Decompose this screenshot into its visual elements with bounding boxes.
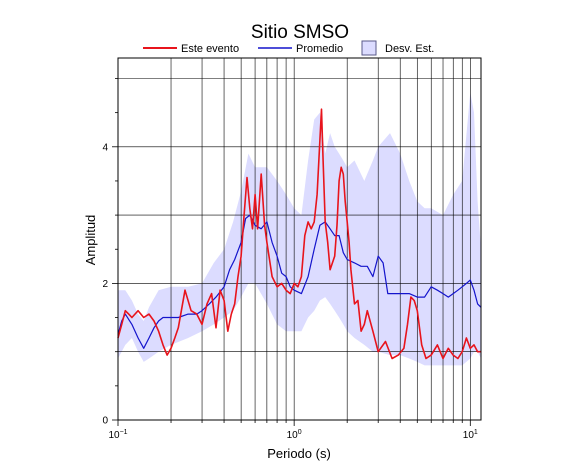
x-axis-label: Periodo (s) — [267, 446, 331, 461]
x-tick-label-exponent: 0 — [298, 429, 302, 436]
x-tick-label-exponent: 1 — [474, 429, 478, 436]
legend: Este evento Promedio Desv. Est. — [143, 40, 434, 56]
y-tick-label: 2 — [102, 279, 108, 290]
legend-band-label: Desv. Est. — [385, 43, 434, 55]
x-tick-label: 10−1 — [108, 429, 127, 441]
plot-area — [112, 57, 482, 426]
x-tick-label-base: 10 — [463, 430, 475, 441]
plot-frame — [117, 57, 482, 421]
x-tick-label: 101 — [463, 429, 478, 441]
series-line-este-evento — [117, 108, 481, 360]
legend-mean-label: Promedio — [296, 43, 343, 55]
y-tick-label: 0 — [102, 416, 108, 427]
legend-event-label: Este evento — [181, 43, 239, 55]
y-tick-label: 4 — [102, 142, 108, 153]
chart-title: Sitio SMSO — [251, 22, 349, 43]
legend-band-swatch — [361, 40, 377, 56]
x-tick-label-base: 10 — [108, 430, 120, 441]
y-axis-label: Amplitud — [83, 215, 98, 266]
std-band — [118, 92, 481, 366]
x-tick-label-base: 10 — [287, 430, 299, 441]
x-tick-label-exponent: −1 — [120, 429, 128, 436]
x-tick-label: 100 — [287, 429, 302, 441]
series-line-promedio — [117, 214, 482, 349]
